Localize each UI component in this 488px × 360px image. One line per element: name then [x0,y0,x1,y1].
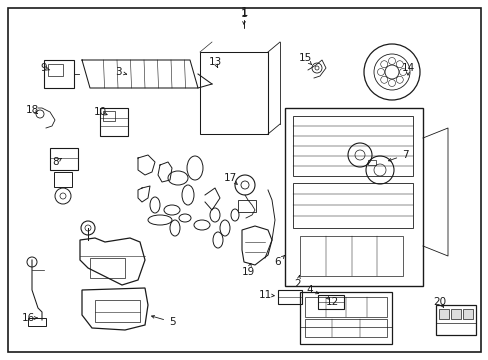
Text: 1: 1 [240,9,247,19]
Bar [462,309,472,319]
Bar [285,108,422,286]
Bar [103,111,115,121]
Bar [54,172,72,187]
Text: 17: 17 [223,173,236,183]
Text: 20: 20 [432,297,446,307]
Text: 15: 15 [298,53,311,63]
Bar [200,52,267,134]
Bar [305,297,386,317]
Text: 10: 10 [93,107,106,117]
Bar [292,116,412,176]
Bar [90,258,125,278]
Text: 6: 6 [274,257,281,267]
Text: 4: 4 [306,285,313,295]
Bar [438,309,448,319]
Bar [305,319,386,337]
Bar [48,64,63,76]
Bar [299,236,402,276]
Bar [44,60,74,88]
Bar [50,148,78,170]
Bar [95,300,140,322]
Text: 8: 8 [53,157,59,167]
Text: 16: 16 [21,313,35,323]
Bar [100,108,128,136]
Text: 3: 3 [115,67,121,77]
Text: 7: 7 [401,150,407,160]
Text: 2: 2 [294,279,301,289]
Text: 11: 11 [258,290,271,300]
Bar [28,318,46,326]
Text: 12: 12 [325,297,338,307]
Text: 9: 9 [41,63,47,73]
Bar [238,200,256,212]
Text: 5: 5 [168,317,175,327]
Text: 19: 19 [241,267,254,277]
Bar [435,305,475,335]
Bar [317,295,343,309]
Text: 18: 18 [25,105,39,115]
Bar [299,292,391,344]
Text: 13: 13 [208,57,221,67]
Text: 1: 1 [240,5,247,18]
Text: 14: 14 [401,63,414,73]
Bar [367,160,375,165]
Bar [450,309,460,319]
Bar [278,290,302,304]
Bar [292,183,412,228]
